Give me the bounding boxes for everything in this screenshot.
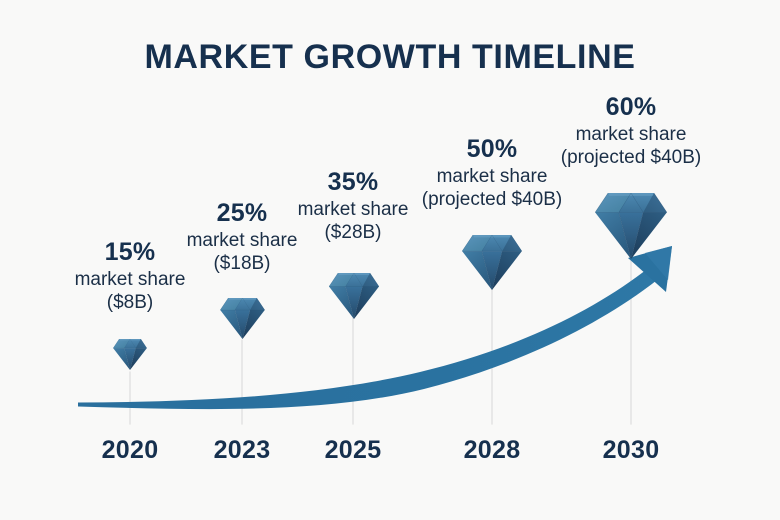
milestone-share-2020: market share [74,268,186,290]
arrow-head-highlight [645,246,672,280]
milestone-value-2020: ($8B) [106,291,154,313]
year-label-2023: 2023 [213,436,271,464]
arrow-shaft [78,262,666,410]
milestone-label-2030: 60% market share (projected $40B) [531,92,731,169]
year-label-2030: 2030 [602,436,660,464]
page-title: MARKET GROWTH TIMELINE [144,38,636,76]
gem-icon-2025 [329,273,379,319]
milestone-label-2020: 15% market share ($8B) [40,237,220,314]
gem-icon-2030 [595,193,667,259]
milestone-share-2028: market share [436,165,548,187]
milestone-percent-2020: 15% [104,238,156,266]
growth-arrow [78,246,672,410]
milestone-value-2023: ($18B) [213,252,271,274]
milestone-label-2028: 50% market share (projected $40B) [392,134,592,211]
milestone-share-2030: market share [575,123,687,145]
milestone-percent-2030: 60% [605,93,657,121]
milestone-share-2025: market share [297,198,409,220]
milestone-value-2030: (projected $40B) [560,146,702,168]
gem-icon-2023 [220,298,265,339]
gem-icon-2020 [113,339,147,370]
milestone-label-2023: 25% market share ($18B) [152,198,332,275]
milestone-percent-2028: 50% [466,135,518,163]
milestone-label-2025: 35% market share ($28B) [263,167,443,244]
gem-icon-2028 [462,235,522,290]
year-label-2025: 2025 [324,436,382,464]
milestone-percent-2023: 25% [216,199,268,227]
year-label-2020: 2020 [101,436,159,464]
milestone-share-2023: market share [186,229,298,251]
milestone-value-2028: (projected $40B) [421,188,563,210]
year-label-2028: 2028 [463,436,521,464]
milestone-percent-2025: 35% [327,168,379,196]
milestone-value-2025: ($28B) [324,221,382,243]
